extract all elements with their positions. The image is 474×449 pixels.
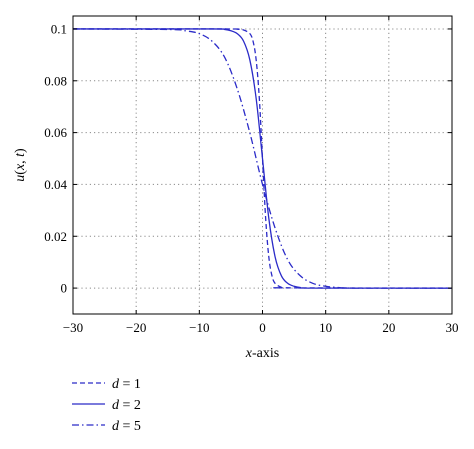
series-line-1: [72, 28, 453, 289]
y-tick-label: 0.06: [44, 125, 67, 140]
y-tick-label: 0: [61, 281, 68, 296]
y-tick-label: 0.02: [44, 229, 67, 244]
x-tick-label: −20: [126, 320, 146, 335]
y-tick-label: 0.08: [44, 73, 67, 88]
x-tick-label: 30: [446, 320, 459, 335]
y-axis-title: u(x, t): [13, 148, 28, 182]
legend: d = 1 d = 2 d = 5: [72, 377, 141, 434]
x-axis-title: x-axis: [245, 346, 279, 361]
ticks: −30 −20 −10 0 10 20 30 0 0.02 0.04 0.06 0.08 0.1: [44, 16, 459, 335]
series-line-2: [72, 28, 453, 289]
legend-label-2: d = 2: [112, 398, 141, 413]
x-tick-label: 0: [259, 320, 266, 335]
series-lines: [72, 28, 453, 289]
legend-label-3: d = 5: [112, 419, 141, 434]
x-tick-label: 10: [319, 320, 332, 335]
x-tick-label: −10: [189, 320, 209, 335]
x-tick-label: −30: [63, 320, 83, 335]
y-tick-label: 0.04: [44, 177, 67, 192]
series-line-3: [72, 28, 453, 289]
legend-label-1: d = 1: [112, 377, 141, 392]
y-tick-label: 0.1: [51, 21, 67, 36]
x-tick-label: 20: [382, 320, 395, 335]
